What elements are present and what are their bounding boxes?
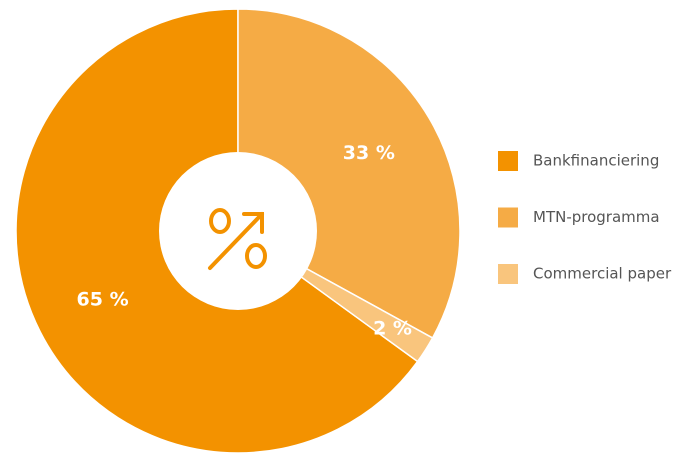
legend-label: MTN-programma <box>533 208 660 226</box>
legend-swatch <box>498 264 518 284</box>
percent-icon <box>208 208 267 270</box>
donut-hole <box>159 152 317 310</box>
legend-swatch <box>498 207 518 228</box>
value-label: 65 % <box>77 289 129 311</box>
legend-swatch <box>498 151 518 171</box>
legend-label: Bankfinanciering <box>533 152 659 170</box>
legend-label: Commercial paper <box>533 265 672 283</box>
value-label: 2 % <box>373 318 412 340</box>
value-label: 33 % <box>343 142 395 164</box>
